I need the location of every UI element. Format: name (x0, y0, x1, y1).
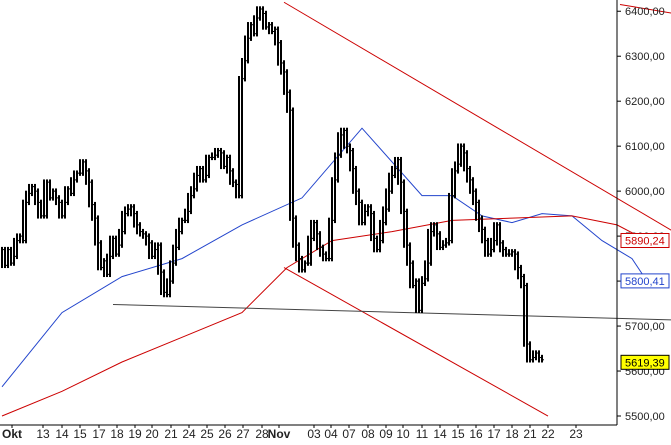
x-tick-label: 04 (324, 427, 338, 441)
trend-line-1 (283, 1, 671, 231)
price-tag-box (620, 354, 670, 370)
x-tick-label: 09 (379, 427, 393, 441)
x-tick-label: 22 (541, 427, 555, 441)
x-tick-label: Nov (268, 427, 291, 441)
x-tick-label: 17 (487, 427, 501, 441)
x-tick-label: 17 (92, 427, 106, 441)
y-tick-label: 6300,00 (625, 51, 665, 63)
x-tick-label: 10 (396, 427, 410, 441)
x-tick-label: Okt (2, 427, 22, 441)
x-tick-label: 21 (164, 427, 178, 441)
x-tick-label: 14 (55, 427, 69, 441)
x-tick-label: 28 (255, 427, 269, 441)
x-tick-label: 14 (433, 427, 447, 441)
x-tick-label: 26 (218, 427, 232, 441)
y-tick-label: 5500,00 (625, 411, 665, 423)
x-tick-label: 15 (451, 427, 465, 441)
x-tick-label: 25 (200, 427, 214, 441)
trend-line-4 (112, 303, 671, 321)
x-tick-label: 18 (505, 427, 519, 441)
x-tick-label: 08 (361, 427, 375, 441)
price-tags: 5890,24 5800,41 5619,39 (620, 233, 670, 370)
x-tick-label: 18 (110, 427, 124, 441)
x-tick-label: 03 (307, 427, 321, 441)
indicator-lines (1, 1, 671, 417)
x-tick-label: 23 (569, 427, 583, 441)
trend-line-2 (283, 267, 549, 417)
y-tick-label: 5700,00 (625, 321, 665, 333)
price-tag-box (620, 273, 670, 289)
x-tick-label: 21 (523, 427, 537, 441)
price-tag-label: 5890,24 (625, 236, 665, 248)
y-tick-label: 6200,00 (625, 96, 665, 108)
x-tick-label: 11 (416, 427, 429, 441)
price-bars (1, 6, 544, 363)
x-tick-label: 15 (73, 427, 87, 441)
x-tick-label: 19 (128, 427, 142, 441)
price-tag-label: 5619,39 (625, 357, 665, 369)
y-tick-label: 6000,00 (625, 186, 665, 198)
y-tick-label: 6400,00 (625, 6, 665, 18)
price-tag-box (620, 233, 670, 249)
x-tick-label: 20 (145, 427, 159, 441)
x-tick-label: 13 (36, 427, 50, 441)
x-tick-label: 24 (182, 427, 196, 441)
x-tick-label: 07 (342, 427, 356, 441)
moving-average-line-1 (1, 127, 648, 388)
x-tick-label: 27 (236, 427, 250, 441)
price-tag-label: 5800,41 (625, 276, 665, 288)
trend-line-3 (619, 4, 671, 14)
x-tick-label: 16 (469, 427, 483, 441)
y-tick-label: 6100,00 (625, 141, 665, 153)
